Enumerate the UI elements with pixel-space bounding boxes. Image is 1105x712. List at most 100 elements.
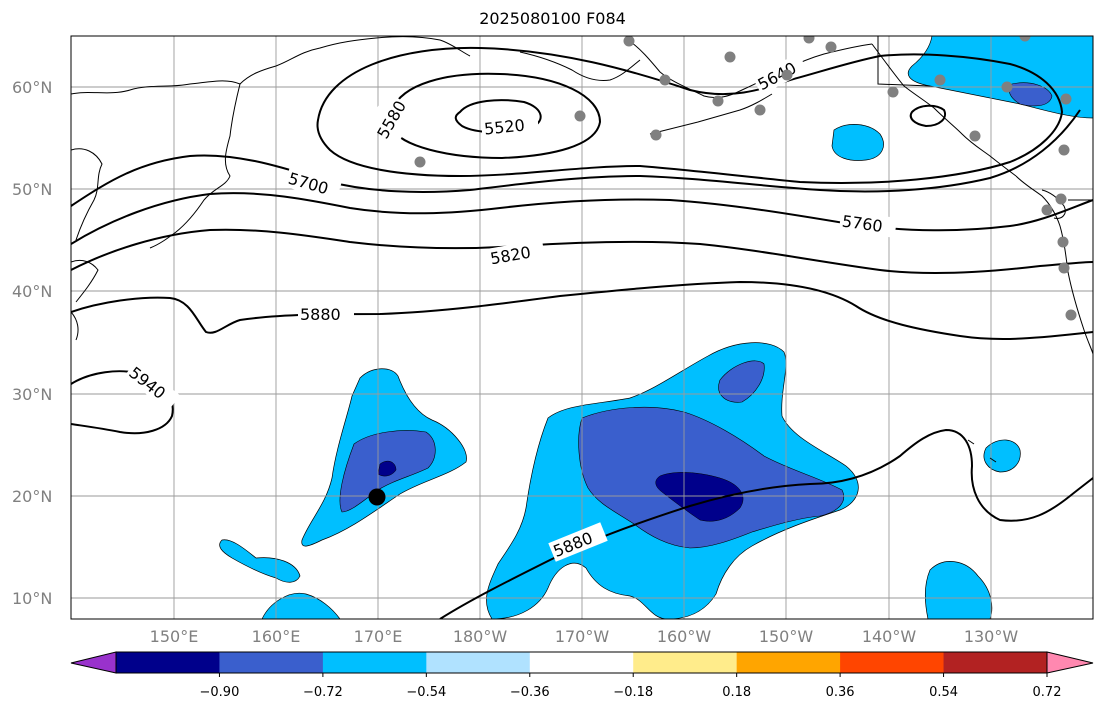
colorbar-tick-label: 0.18 [722,685,751,700]
lat-label: 60°N [12,78,52,97]
colorbar-bin [943,652,1048,673]
station-marker [574,110,586,122]
gridlines [71,36,1093,619]
colorbar-tick-label: −0.54 [406,685,446,700]
station-marker [1055,193,1067,205]
colorbar-ticks: −0.90 −0.72 −0.54 −0.36 −0.18 0.18 0.36 0.54 0.7… [200,673,1062,700]
longitude-axis: 150°E 160°E 170°E 180°W 170°W 160°W 150°… [150,627,1019,646]
contour-5820 [71,228,1093,274]
colorbar-bin [840,652,945,673]
contour-5760 [71,192,1093,245]
station-marker [969,130,981,142]
coastline-vancouver [1041,189,1066,219]
station-marker [414,156,426,168]
coastline-kamchatka [149,83,241,249]
colorbar-bin [633,652,738,673]
colorbar-bin [322,652,427,673]
station-marker [623,36,635,47]
colorbar-tick-label: −0.18 [613,685,653,700]
colorbar-segments [116,652,1048,673]
anomaly-dark-west [377,460,397,477]
latitude-axis: 60°N 50°N 40°N 30°N 20°N 10°N [12,78,52,608]
colorbar-tick-label: 0.36 [826,685,855,700]
anomaly-region-hawaii-east [983,439,1021,473]
contour-label-group: 5520 5580 5640 5700 5760 5820 5880 5880 … [123,52,898,562]
map-panel: 5520 5580 5640 5700 5760 5820 5880 5880 … [71,36,1093,619]
lon-label: 150°W [759,627,814,646]
station-marker [803,36,815,44]
lon-label: 160°W [657,627,712,646]
station-marker [887,86,899,98]
contour-5700 [71,109,1081,207]
colorbar-extend-max [1046,651,1094,674]
lat-label: 40°N [12,282,52,301]
coastline-siberia [71,36,471,95]
station-marker [724,51,736,63]
contour-5640-b [909,104,946,128]
colorbar-tick-label: −0.90 [200,685,240,700]
colorbar-tick-label: 0.72 [1033,685,1062,700]
coastline-aleutians [649,93,773,135]
colorbar-tick-label: −0.72 [303,685,343,700]
station-marker [659,74,671,86]
colorbar: −0.90 −0.72 −0.54 −0.36 −0.18 0.18 0.36 0.54 0.7… [70,651,1094,700]
coastline-alaska-west [627,39,873,99]
map-frame [70,35,1094,620]
station-marker [1041,204,1053,216]
station-marker [712,95,724,107]
station-marker [1057,236,1069,248]
colorbar-bin [529,652,634,673]
anomaly-medium-north [718,360,765,403]
station-marker [825,41,837,53]
lat-label: 50°N [12,180,52,199]
coastline-alaska-gulf [871,43,1017,177]
lon-label: 160°E [252,627,301,646]
anomaly-region-islands [219,539,301,583]
coastline-chukotka [519,51,641,81]
lat-label: 20°N [12,487,52,506]
station-marker [754,104,766,116]
station-marker [1019,36,1031,42]
center-marker [368,488,386,506]
chart-title: 2025080100 F084 [479,9,626,28]
lon-label: 180°W [453,627,508,646]
lon-label: 150°E [150,627,199,646]
coastline-japan [71,259,99,341]
colorbar-bin [736,652,841,673]
lon-label: 170°W [555,627,610,646]
lon-label: 130°W [964,627,1019,646]
contour-label: 5520 [483,116,525,139]
station-marker [1065,309,1077,321]
colorbar-frame [115,651,1048,674]
colorbar-bin [116,652,220,673]
colorbar-tick-label: −0.36 [510,685,550,700]
station-markers [414,36,1077,321]
station-marker [1001,81,1013,93]
contour-label: 5880 [300,305,341,324]
colorbar-extend-min [70,651,117,674]
contour-5640-a [316,46,1064,184]
station-marker [781,69,793,81]
station-marker [934,74,946,86]
anomaly-dark-central [655,472,744,522]
colorbar-bin [219,652,324,673]
lon-label: 140°W [862,627,917,646]
colorbar-tick-label: 0.54 [929,685,958,700]
contour-5580 [391,72,602,160]
boundary-alaska-canada [877,36,931,87]
lat-label: 30°N [12,385,52,404]
contour-5880-north [71,280,1093,340]
station-marker [1058,144,1070,156]
station-marker [1058,262,1070,274]
contour-5940 [71,370,174,435]
station-marker [650,129,662,141]
boundaries [877,36,1093,201]
lat-label: 10°N [12,589,52,608]
station-marker [1060,93,1072,105]
anomaly-shading-dark [377,460,744,522]
colorbar-bin [426,652,531,673]
anomaly-region-north-a [831,124,884,161]
anomaly-region-south-west [261,592,341,619]
coastline-okhotsk [71,148,103,241]
